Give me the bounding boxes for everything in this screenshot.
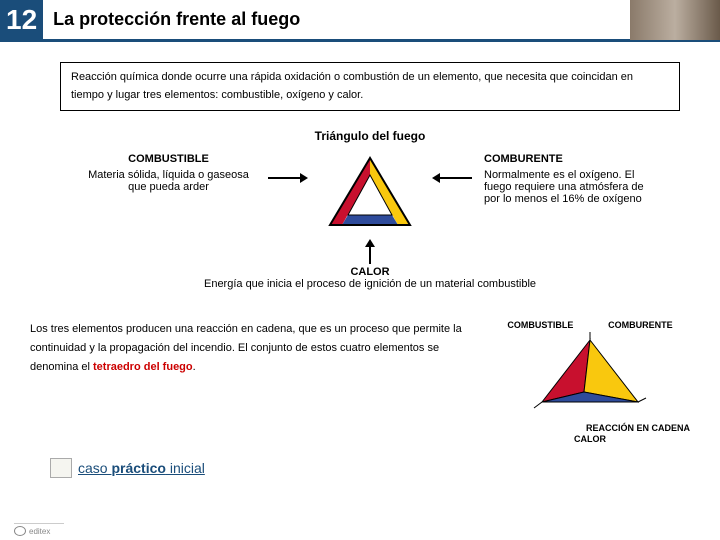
arrow-left-icon [432,173,472,183]
fire-triangle [320,153,420,233]
main-content: Reacción química donde ocurre una rápida… [0,42,720,300]
tetra-label-bottom: CALOR [490,434,690,444]
chapter-number: 12 [0,0,43,39]
chain-text: Los tres elementos producen una reacción… [30,320,480,376]
caso-practico-link[interactable]: caso práctico inicial [50,458,720,478]
header-photo [630,0,720,40]
arrow-up-icon [365,239,375,264]
calor-text: Energía que inicia el proceso de ignició… [60,278,680,290]
caso-icon [50,458,72,478]
combustible-block: COMBUSTIBLE Materia sólida, líquida o ga… [81,153,256,193]
tetra-label-tr: COMBURENTE [608,320,673,330]
definition-box: Reacción química donde ocurre una rápida… [60,62,680,111]
calor-label: CALOR [60,266,680,278]
comburente-label: COMBURENTE [484,153,659,165]
combustible-text: Materia sólida, líquida o gaseosa que pu… [81,169,256,193]
tetraedro-word: tetraedro del fuego [93,361,193,373]
bottom-row: Los tres elementos producen una reacción… [0,320,720,444]
tetra-label-tl: COMBUSTIBLE [507,320,573,330]
caso-link-text: caso práctico inicial [78,460,205,476]
footer-logo: editex [14,523,64,536]
page-title: La protección frente al fuego [53,9,630,30]
footer-text: editex [29,527,50,536]
triangle-title: Triángulo del fuego [60,129,680,143]
chain-text-dot: . [193,361,196,373]
tetrahedron-diagram: COMBUSTIBLE COMBURENTE REACCIÓN EN CADEN… [490,320,690,444]
editex-icon [14,526,26,536]
triangle-row: COMBUSTIBLE Materia sólida, líquida o ga… [60,153,680,233]
comburente-block: COMBURENTE Normalmente es el oxígeno. El… [484,153,659,205]
arrow-right-icon [268,173,308,183]
comburente-text: Normalmente es el oxígeno. El fuego requ… [484,169,659,205]
calor-block: CALOR Energía que inicia el proceso de i… [60,239,680,290]
tetra-label-right: REACCIÓN EN CADENA [586,424,690,434]
header: 12 La protección frente al fuego [0,0,720,42]
combustible-label: COMBUSTIBLE [81,153,256,165]
